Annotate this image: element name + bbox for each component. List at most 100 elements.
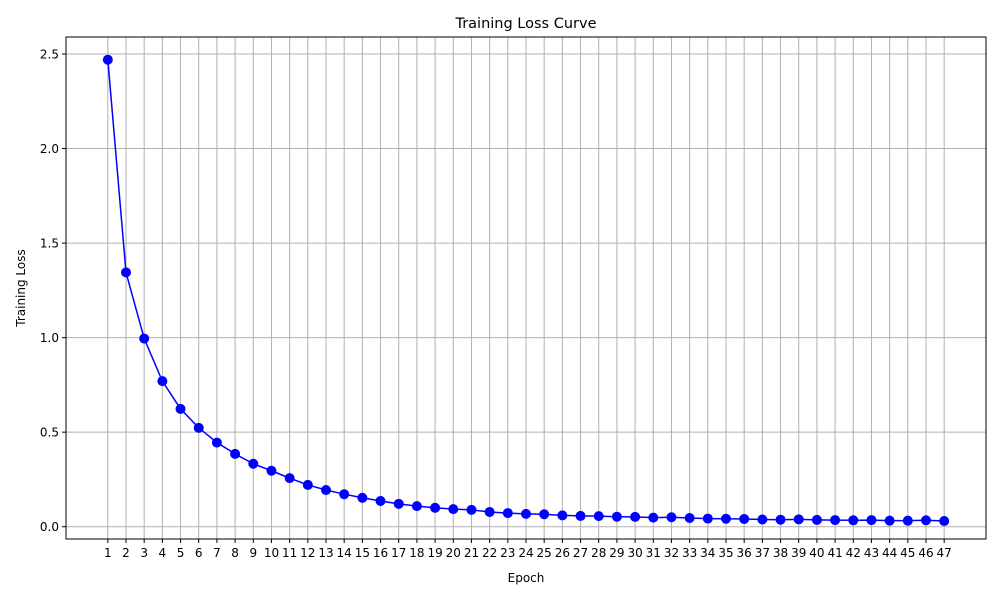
data-point-epoch-7 bbox=[211, 437, 222, 448]
x-tick-label: 18 bbox=[409, 546, 424, 560]
y-axis-label: Training Loss bbox=[14, 249, 28, 327]
x-tick-label: 5 bbox=[177, 546, 185, 560]
x-tick-label: 47 bbox=[937, 546, 952, 560]
x-tick-label: 4 bbox=[159, 546, 167, 560]
data-point-epoch-36 bbox=[739, 513, 750, 524]
data-point-epoch-31 bbox=[648, 512, 659, 523]
x-tick-label: 45 bbox=[900, 546, 915, 560]
x-tick-label: 20 bbox=[446, 546, 461, 560]
x-tick-label: 43 bbox=[864, 546, 879, 560]
x-tick-label: 33 bbox=[682, 546, 697, 560]
data-point-epoch-45 bbox=[902, 515, 913, 526]
x-tick-label: 8 bbox=[231, 546, 239, 560]
x-tick-label: 11 bbox=[282, 546, 297, 560]
x-tick-label: 41 bbox=[827, 546, 842, 560]
data-point-epoch-47 bbox=[939, 516, 950, 527]
data-point-epoch-4 bbox=[157, 376, 168, 387]
x-tick-label: 32 bbox=[664, 546, 679, 560]
data-point-epoch-44 bbox=[884, 515, 895, 526]
x-tick-label: 30 bbox=[627, 546, 642, 560]
y-tick-label: 0.5 bbox=[40, 426, 59, 440]
x-tick-label: 2 bbox=[122, 546, 130, 560]
data-point-epoch-14 bbox=[339, 489, 350, 500]
x-tick-label: 44 bbox=[882, 546, 897, 560]
x-tick-label: 25 bbox=[537, 546, 552, 560]
x-tick-label: 31 bbox=[646, 546, 661, 560]
x-tick-label: 26 bbox=[555, 546, 570, 560]
x-tick-label: 9 bbox=[249, 546, 257, 560]
x-tick-label: 37 bbox=[755, 546, 770, 560]
x-tick-label: 39 bbox=[791, 546, 806, 560]
data-point-epoch-9 bbox=[248, 458, 259, 469]
x-tick-label: 46 bbox=[918, 546, 933, 560]
x-tick-label: 14 bbox=[337, 546, 352, 560]
data-point-epoch-17 bbox=[393, 498, 404, 509]
data-point-epoch-1 bbox=[102, 54, 113, 65]
data-point-epoch-6 bbox=[193, 422, 204, 433]
data-point-epoch-19 bbox=[430, 502, 441, 513]
x-tick-label: 34 bbox=[700, 546, 715, 560]
y-tick-label: 2.0 bbox=[40, 142, 59, 156]
x-tick-label: 24 bbox=[518, 546, 533, 560]
data-point-epoch-43 bbox=[866, 515, 877, 526]
data-point-epoch-12 bbox=[302, 479, 313, 490]
data-point-epoch-42 bbox=[848, 515, 859, 526]
data-point-epoch-10 bbox=[266, 465, 277, 476]
x-tick-label: 10 bbox=[264, 546, 279, 560]
x-tick-label: 28 bbox=[591, 546, 606, 560]
data-point-epoch-25 bbox=[539, 509, 550, 520]
y-tick-label: 1.0 bbox=[40, 331, 59, 345]
data-point-epoch-24 bbox=[521, 508, 531, 519]
y-tick-label: 1.5 bbox=[40, 237, 59, 251]
x-tick-label: 16 bbox=[373, 546, 388, 560]
x-tick-label: 22 bbox=[482, 546, 497, 560]
plot-series bbox=[102, 54, 950, 527]
data-point-epoch-5 bbox=[175, 403, 186, 414]
data-point-epoch-15 bbox=[357, 492, 368, 503]
data-point-epoch-16 bbox=[375, 495, 386, 506]
data-point-epoch-27 bbox=[575, 510, 586, 521]
data-point-epoch-18 bbox=[411, 501, 422, 512]
grid bbox=[66, 37, 986, 539]
x-tick-label: 13 bbox=[318, 546, 333, 560]
y-tick-label: 2.5 bbox=[40, 48, 59, 62]
data-point-epoch-38 bbox=[775, 514, 786, 525]
data-point-epoch-29 bbox=[611, 511, 622, 522]
data-point-epoch-41 bbox=[830, 515, 841, 526]
chart-title: Training Loss Curve bbox=[454, 16, 596, 32]
x-tick-label: 7 bbox=[213, 546, 221, 560]
data-point-epoch-26 bbox=[557, 510, 568, 521]
x-tick-label: 42 bbox=[846, 546, 861, 560]
x-axis-label: Epoch bbox=[508, 571, 545, 585]
data-point-epoch-23 bbox=[502, 508, 513, 519]
x-tick-label: 1 bbox=[104, 546, 112, 560]
data-point-epoch-32 bbox=[666, 512, 677, 523]
data-point-epoch-8 bbox=[230, 448, 241, 459]
data-point-epoch-33 bbox=[684, 513, 695, 524]
x-tick-label: 6 bbox=[195, 546, 203, 560]
data-point-epoch-28 bbox=[593, 511, 604, 522]
x-tick-label: 15 bbox=[355, 546, 370, 560]
x-tick-label: 40 bbox=[809, 546, 824, 560]
data-point-epoch-46 bbox=[921, 515, 931, 526]
x-tick-label: 3 bbox=[140, 546, 148, 560]
data-point-epoch-37 bbox=[757, 514, 768, 525]
data-point-epoch-30 bbox=[630, 511, 641, 522]
x-tick-label: 29 bbox=[609, 546, 624, 560]
x-tick-label: 19 bbox=[427, 546, 442, 560]
data-point-epoch-39 bbox=[793, 514, 804, 525]
data-point-epoch-35 bbox=[721, 513, 731, 524]
axis-ticks: 1 2 3 4 5 6 7 8 9 10 11 12 13 14 15 16 17 18 19 20 21 22 23 24 2… bbox=[40, 48, 952, 560]
data-point-epoch-40 bbox=[811, 514, 822, 525]
data-point-epoch-3 bbox=[139, 333, 150, 344]
data-point-epoch-34 bbox=[702, 513, 713, 524]
x-tick-label: 35 bbox=[718, 546, 733, 560]
data-point-epoch-13 bbox=[321, 485, 331, 496]
x-tick-label: 27 bbox=[573, 546, 588, 560]
x-tick-label: 17 bbox=[391, 546, 406, 560]
x-tick-label: 23 bbox=[500, 546, 515, 560]
data-point-epoch-21 bbox=[466, 504, 477, 515]
x-tick-label: 38 bbox=[773, 546, 788, 560]
data-point-epoch-2 bbox=[121, 267, 131, 278]
